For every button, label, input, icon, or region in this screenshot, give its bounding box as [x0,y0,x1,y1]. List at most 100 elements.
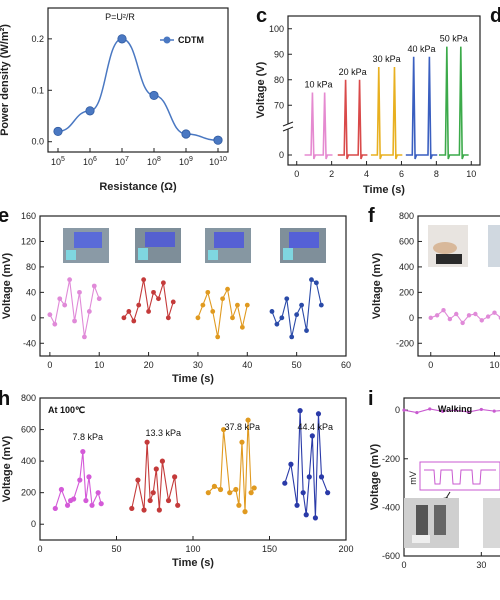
panel-b-legend-label: CDTM [178,35,204,45]
panel-b-xtick-label: 105 [51,156,65,167]
panel-letter-d: d [490,5,500,27]
photo-glove-3 [208,250,218,260]
panel-i-annotation: Walking [438,404,472,414]
panel-e-series-2-point [220,296,226,302]
panel-f-ylabel: Voltage (mV) [371,252,383,319]
panel-f-series-0-point [441,307,446,313]
panel-b-frame [47,7,229,153]
panel-c-ytick-label: 80 [274,75,284,85]
panel-e-series-0-point [86,309,92,314]
panel-c-axis-break [282,121,294,127]
panel-b-point [117,34,127,44]
panel-letter-e: e [0,205,9,227]
panel-h-xlabel: Time (s) [172,557,214,569]
panel-e-series-0-point [77,289,82,295]
panel-h-series-1-point [150,490,156,496]
panel-c-group-label: 10 kPa [305,80,333,90]
panel-i-photos [404,498,500,548]
panel-f-series-0-point [485,314,491,319]
panel-f-xtick-label: 0 [428,360,433,370]
panel-c-ytick-label: 70 [274,100,284,110]
panel-h-ytick-label: 600 [21,425,36,435]
panel-letter-h: h [0,388,10,410]
panel-e-ytick-label: 160 [21,211,36,221]
panel-h-series-0-point [64,502,71,508]
panel-h-series-1-point [153,466,159,472]
panel-e-series-3-point [299,302,304,308]
panel-e-series-0-point [91,283,97,289]
panel-f-series-0-point [473,311,478,317]
panel-e-photos [63,228,326,263]
panel-h-series-2-line [207,420,255,512]
panel-e-series-0-point [57,296,63,302]
panel-h-series-3-line [284,410,329,518]
panel-e-series-0-point [72,318,77,324]
panel-f-ytick-label: 800 [399,211,414,221]
panel-h-series-3-point [282,480,288,486]
panel-e-xtick-label: 10 [94,360,104,370]
panel-i-series-0-point [479,407,483,412]
panel-h-ytick-label: 200 [21,488,36,498]
panel-e-series-3-line [271,278,322,338]
panel-letter-i: i [368,388,374,410]
panel-h-series-2-point [217,486,224,493]
panel-e-series-1-point [151,289,156,295]
panel-c-axis-break [282,126,294,132]
panel-e-series-1-line [123,279,174,323]
panel-h-series-label: 13.3 kPa [145,428,181,438]
panel-e-ytick-label: 80 [26,262,36,272]
panel-f-ytick-label: -200 [396,338,414,348]
panel-h-series-0-point [95,490,101,496]
panel-f-photos [428,225,500,267]
panel-h-xtick-label: 50 [111,544,121,554]
panel-e-series-0-point [67,277,73,283]
photo-device-4 [289,232,319,248]
panel-h-series-2-point [236,502,242,508]
panel-h-series-2-point [248,490,254,496]
panel-e-series-0-line [49,279,100,338]
panel-h-series-label: 44.4 kPa [297,422,333,432]
panel-e-series-0-point [82,334,87,340]
panel-e-ylabel: Voltage (mV) [1,252,13,319]
panel-h-series-0-point [77,477,83,483]
panel-b-point [53,126,63,137]
panel-h-series-1-point [165,497,172,504]
panel-f-ytick-label: 400 [399,262,414,272]
panel-h-xtick-label: 150 [262,544,277,554]
panel-e-series-2-point [244,302,250,308]
panel-e-series-1-point [165,315,171,321]
photo-glove-1 [66,250,76,260]
panel-e-series-2-point [239,324,245,330]
panel-c-chart: 0 70 80 90 100 0 2 4 6 8 10 10 kPa 20 kPa 30 kPa 40 kP… [255,15,481,196]
panel-e-series-2-point [195,315,201,321]
panel-c-xtick-label: 10 [466,169,476,179]
panel-c-group-label: 40 kPa [408,44,436,54]
panel-h-series-0-point [58,486,65,493]
panel-e-xtick-label: 0 [47,360,52,370]
panel-c-xlabel: Time (s) [363,184,405,196]
panel-e-series-1-point [136,302,142,308]
panel-e-ytick-label: -40 [23,338,36,348]
photo-arm-2 [488,225,500,267]
panel-c-axis-break-gap [284,124,292,129]
panel-b-chart: 0.0 0.1 0.2 105 106 107 108 109 1010 P=U²/R CDTM Re… [0,7,229,193]
panel-h-series-1-line [131,442,179,511]
panel-i-inset-ylabel: mV [408,471,418,485]
panel-h-series-3-point [306,474,312,480]
panel-e-xlabel: Time (s) [172,373,214,385]
panel-h-series-2-point [211,483,218,489]
panel-h-series-1-point [129,505,135,512]
photo-device-3 [214,232,244,248]
panel-e-series-2-point [205,289,211,295]
panel-h-series-0-point [80,449,86,455]
panel-i-ytick-label: -400 [382,502,400,512]
panel-e-series-1-point [160,280,166,286]
panel-e-series-3-point [284,296,290,302]
panel-b-xtick-label: 109 [179,156,193,167]
panel-f-ytick-label: 200 [399,287,414,297]
panel-h-series-2-point [245,417,251,423]
panel-e-series-3-point [318,302,324,308]
panel-f-series-0-point [492,310,497,315]
panel-h-series-2-point [221,426,227,433]
panel-c-xtick-label: 4 [364,169,369,179]
